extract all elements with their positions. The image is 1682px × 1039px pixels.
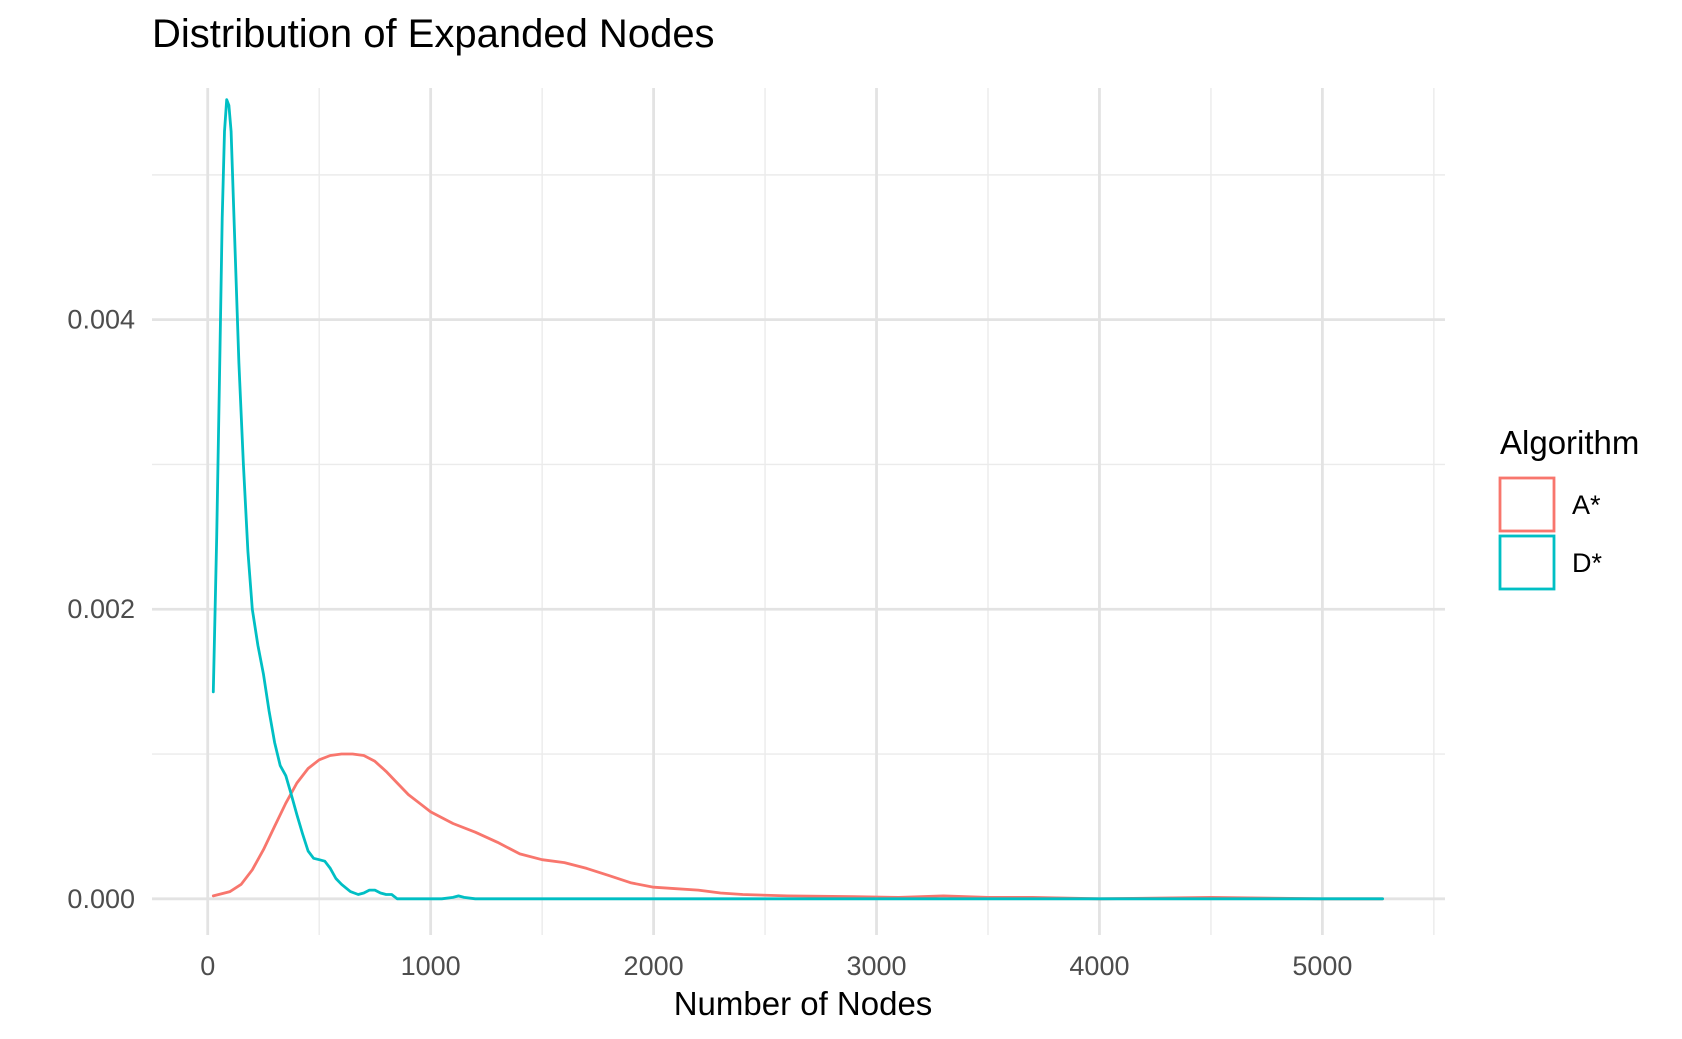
x-tick-label: 4000 xyxy=(1069,951,1129,981)
legend-label-a-star: A* xyxy=(1572,490,1601,520)
x-tick-label: 3000 xyxy=(846,951,906,981)
minor-gridlines xyxy=(152,88,1445,935)
y-tick-label: 0.000 xyxy=(67,884,135,914)
legend-title: Algorithm xyxy=(1500,424,1639,461)
x-tick-label: 0 xyxy=(200,951,215,981)
major-gridlines xyxy=(152,88,1445,935)
legend-key-d-star xyxy=(1498,534,1556,591)
series-lines xyxy=(211,98,1384,901)
legend-label-d-star: D* xyxy=(1572,548,1602,578)
x-tick-label: 1000 xyxy=(401,951,461,981)
x-axis-title: Number of Nodes xyxy=(674,985,933,1022)
legend-key-a-star xyxy=(1498,476,1556,533)
chart-title: Distribution of Expanded Nodes xyxy=(152,12,715,56)
series-line-Dstar xyxy=(211,98,1384,901)
y-tick-label: 0.002 xyxy=(67,594,135,624)
y-tick-label: 0.004 xyxy=(67,305,135,335)
x-tick-label: 5000 xyxy=(1292,951,1352,981)
tick-labels: 0 1000 2000 3000 4000 5000 0.000 0.002 0.004 xyxy=(67,305,1352,981)
x-tick-label: 2000 xyxy=(624,951,684,981)
legend: Algorithm A* D* xyxy=(1498,424,1639,591)
series-line-Astar xyxy=(211,752,1384,901)
